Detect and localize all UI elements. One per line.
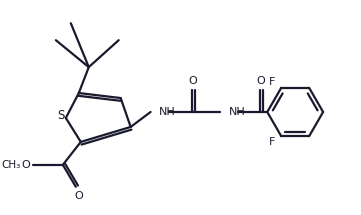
Text: F: F (269, 77, 275, 87)
Text: O: O (188, 76, 197, 86)
Text: F: F (269, 137, 275, 147)
Text: O: O (22, 160, 30, 170)
Text: NH: NH (158, 107, 175, 117)
Text: CH₃: CH₃ (1, 160, 21, 170)
Text: S: S (57, 109, 65, 123)
Text: O: O (256, 76, 265, 86)
Text: NH: NH (229, 107, 245, 117)
Text: O: O (74, 191, 83, 201)
